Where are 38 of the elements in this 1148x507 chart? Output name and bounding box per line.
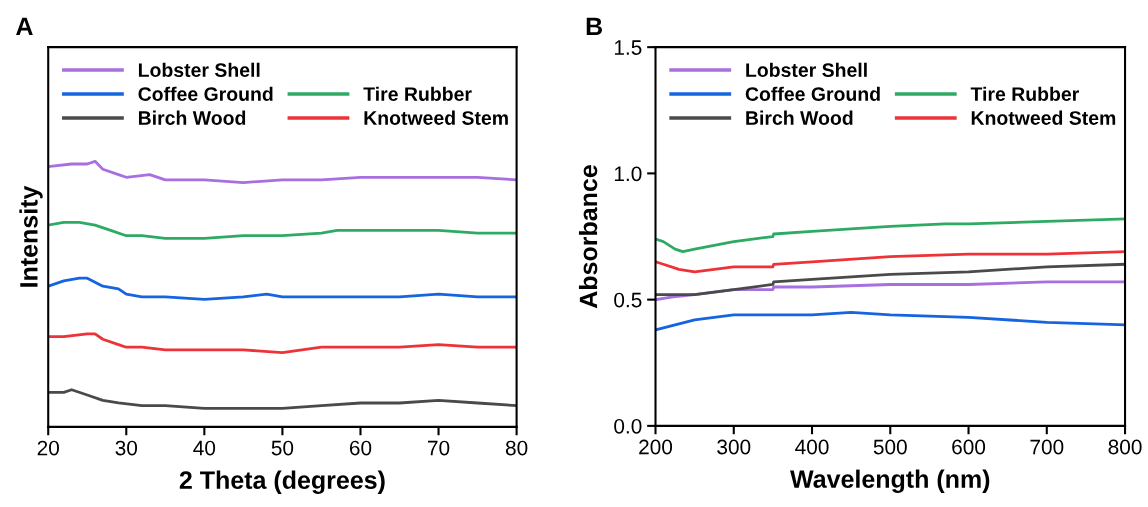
x-tick-label: 80 xyxy=(505,440,528,456)
x-tick-label: 50 xyxy=(271,440,294,456)
legend-label: Birch Wood xyxy=(746,110,853,125)
y-tick-label: 0.5 xyxy=(614,292,642,308)
y-axis-title: Absorbance xyxy=(578,165,598,309)
x-tick-label: 700 xyxy=(1030,439,1064,455)
y-tick-label: 1.5 xyxy=(614,40,642,55)
x-tick-label: 300 xyxy=(717,439,751,455)
x-axis-title: Wavelength (nm) xyxy=(790,469,990,494)
legend-label: Lobster Shell xyxy=(746,62,867,77)
x-axis-title: 2 Theta (degrees) xyxy=(179,470,385,495)
x-tick-label: 20 xyxy=(37,440,59,456)
x-tick-label: 60 xyxy=(349,440,372,456)
legend-label: Tire Rubber xyxy=(970,86,1079,101)
y-axis-title: Intensity xyxy=(19,185,43,287)
legend-label: Coffee Ground xyxy=(138,86,273,101)
y-tick-label: 1.0 xyxy=(614,166,642,182)
line-series xyxy=(655,250,1126,274)
x-tick-label: 400 xyxy=(795,439,829,455)
x-tick-label: 40 xyxy=(193,440,216,456)
x-tick-label: 800 xyxy=(1108,439,1142,455)
legend-label: Knotweed Stem xyxy=(971,110,1116,125)
x-tick-label: 30 xyxy=(115,440,138,456)
x-tick-label: 500 xyxy=(873,439,907,455)
chart-title: A xyxy=(16,17,33,35)
chart-title: B xyxy=(586,17,602,35)
legend-label: Lobster Shell xyxy=(138,62,260,77)
y-tick-label: 0.0 xyxy=(614,418,642,434)
line-series xyxy=(655,217,1126,254)
x-tick-label: 200 xyxy=(639,439,673,455)
line-series xyxy=(655,262,1126,296)
legend-label: Knotweed Stem xyxy=(364,110,508,125)
x-tick-label: 600 xyxy=(952,439,986,455)
x-tick-label: 70 xyxy=(428,440,450,456)
legend-label: Birch Wood xyxy=(138,110,246,125)
legend-label: Coffee Ground xyxy=(745,86,880,101)
line-series xyxy=(655,310,1126,332)
legend-label: Tire Rubber xyxy=(363,86,472,101)
